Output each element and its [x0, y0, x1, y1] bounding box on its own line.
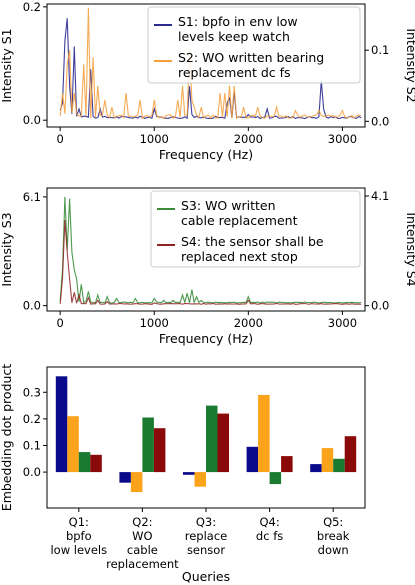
top-spectrum-chart: 0 1000 2000 3000 0.0 0.2 0.0 0.1 Frequency (Hz) I…	[0, 0, 415, 162]
bar	[321, 448, 334, 472]
y-tick-label: 0.0	[23, 465, 41, 479]
x-tick-label: 3000	[328, 132, 357, 146]
bar	[90, 454, 102, 473]
y-right-tick-label: 0.0	[371, 114, 389, 128]
series-line-1	[59, 196, 362, 305]
y-tick-label: 0.0	[23, 113, 41, 127]
y-tick-label: 6.1	[23, 190, 41, 204]
bar	[183, 472, 195, 475]
x-tick-label: 3000	[328, 316, 357, 330]
legend: S3: WO written cable replacement S4: the s…	[150, 190, 361, 268]
bar	[333, 458, 345, 473]
x-axis-label: Frequency (Hz)	[159, 147, 253, 162]
y-right-axis-label: Intensity S4	[404, 212, 415, 286]
x-tick-label: 2000	[234, 132, 263, 146]
x-axis-label: Queries	[182, 569, 230, 584]
bar	[217, 413, 229, 473]
bar	[206, 405, 218, 473]
legend-entry-1: S1: bpfo in env low levels keep watch	[178, 14, 298, 44]
bar	[269, 472, 282, 485]
bar	[78, 452, 91, 473]
bar	[130, 472, 143, 493]
bar	[67, 416, 79, 473]
y-tick-label: 0.0	[23, 299, 41, 313]
x-tick-label: 0	[57, 132, 64, 146]
bar	[119, 472, 131, 483]
legend-entry-2: S2: WO written bearing replacement dc fs	[178, 50, 324, 80]
y-right-tick-label: 0.0	[371, 299, 389, 313]
x-tick-label: Q3: replace sensor	[185, 515, 228, 557]
y-axis-label: Intensity S1	[0, 28, 14, 102]
legend-entry-1: S3: WO written cable replacement	[181, 198, 298, 228]
legend-frame	[147, 6, 361, 84]
bar	[153, 428, 166, 473]
y-tick-label: 0.1	[23, 438, 41, 452]
bar	[344, 436, 357, 473]
y-axis-label: Embedding dot product	[0, 364, 14, 512]
bar	[142, 417, 154, 472]
bar	[258, 394, 270, 473]
bar	[246, 446, 259, 473]
x-tick-label: 2000	[234, 316, 263, 330]
series-line-2	[59, 220, 362, 305]
legend-frame	[150, 190, 361, 268]
bar	[194, 472, 206, 487]
x-tick-label: Q1: bpfo low levels	[50, 515, 107, 557]
x-tick-label: 0	[57, 316, 64, 330]
y-tick-label: 0.2	[23, 0, 41, 14]
bar	[281, 456, 293, 473]
y-tick-label: 0.2	[23, 412, 41, 426]
plot-frame	[46, 187, 366, 312]
y-tick-label: 0.3	[23, 385, 41, 399]
series-line-2	[59, 7, 362, 120]
y-right-axis-label: Intensity S2	[404, 28, 415, 102]
middle-spectrum-chart: 0 1000 2000 3000 0.0 6.1 0.0 4.1 Frequency (Hz) I…	[0, 187, 415, 346]
bar	[310, 464, 322, 473]
x-tick-label: Q4: dc fs	[256, 515, 283, 543]
bar	[55, 376, 68, 473]
x-tick-label: Q2: WO cable replacement	[106, 515, 179, 571]
legend-entry-2: S4: the sensor shall be replaced next sto…	[181, 234, 324, 264]
plot-frame	[46, 3, 366, 128]
y-right-tick-label: 4.1	[371, 189, 389, 203]
y-axis-label: Intensity S3	[0, 212, 14, 286]
x-tick-label: Q5: break down	[317, 515, 350, 557]
x-axis-label: Frequency (Hz)	[159, 331, 253, 346]
x-tick-label: 1000	[140, 316, 169, 330]
y-right-tick-label: 0.1	[371, 43, 389, 57]
x-tick-label: 1000	[140, 132, 169, 146]
legend: S1: bpfo in env low levels keep watch S2: …	[147, 6, 361, 84]
